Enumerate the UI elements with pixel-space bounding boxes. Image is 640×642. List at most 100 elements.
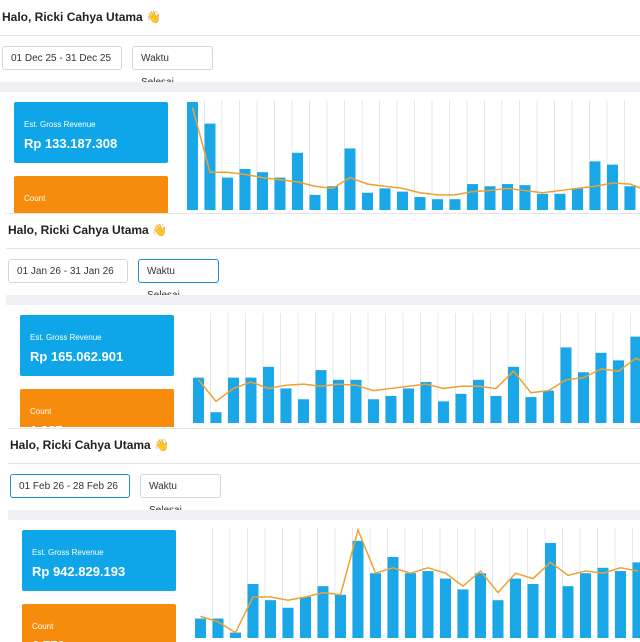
panel-border <box>8 428 640 429</box>
dashboard-panel: Halo, Ricki Cahya Utama 👋 01 Feb 26 - 28 … <box>8 428 640 642</box>
bar <box>248 584 259 638</box>
revenue-card: Est. Gross Revenue Rp 133.187.308 <box>14 102 168 163</box>
bar <box>580 573 591 638</box>
bar <box>537 194 548 210</box>
bar <box>545 543 556 638</box>
bar <box>615 571 626 638</box>
bar <box>555 194 566 210</box>
bar <box>310 195 321 210</box>
greeting: Halo, Ricki Cahya Utama 👋 <box>10 438 169 452</box>
bar <box>432 199 443 210</box>
bar <box>440 579 451 638</box>
count-card: Count 6.776 <box>22 604 176 642</box>
bar <box>563 586 574 638</box>
bar <box>458 589 469 638</box>
bar <box>386 396 397 423</box>
dashboard-panel: Halo, Ricki Cahya Utama 👋 01 Dec 25 - 31 … <box>0 0 640 214</box>
bar-line-chart <box>190 528 640 640</box>
dropdown[interactable]: Waktu Selesai <box>140 474 221 498</box>
revenue-card: Est. Gross Revenue Rp 942.829.193 <box>22 530 176 591</box>
date-range-picker[interactable]: 01 Jan 26 - 31 Jan 26 <box>8 259 128 283</box>
greeting: Halo, Ricki Cahya Utama 👋 <box>2 10 161 24</box>
bar <box>370 573 381 638</box>
date-range-picker[interactable]: 01 Dec 25 - 31 Dec 25 <box>2 46 122 70</box>
bar <box>316 370 327 423</box>
bar <box>275 178 286 210</box>
bar <box>397 192 408 210</box>
bar <box>475 573 486 638</box>
bar <box>415 197 426 210</box>
revenue-value: Rp 942.829.193 <box>32 564 125 579</box>
bar <box>450 199 461 210</box>
revenue-label: Est. Gross Revenue <box>24 120 96 129</box>
count-value: 6.776 <box>32 638 65 642</box>
bar <box>633 562 640 638</box>
bar <box>195 619 206 638</box>
divider <box>8 463 640 464</box>
bar <box>423 571 434 638</box>
count-card: Count 1.227 <box>20 389 174 427</box>
count-label: Count <box>32 622 53 631</box>
bar <box>625 186 636 210</box>
bar <box>335 595 346 638</box>
bar <box>222 178 233 210</box>
revenue-label: Est. Gross Revenue <box>30 333 102 342</box>
dashboard-panel: Halo, Ricki Cahya Utama 👋 01 Jan 26 - 31 … <box>6 213 640 427</box>
bar <box>456 394 467 423</box>
dropdown[interactable]: Waktu Selesai <box>138 259 219 283</box>
bar <box>510 579 521 638</box>
bar <box>607 165 618 210</box>
count-card: Count776 <box>14 176 168 214</box>
bar <box>403 388 414 423</box>
bar <box>300 597 311 638</box>
bar <box>362 193 373 210</box>
bar <box>333 380 344 423</box>
bar <box>421 382 432 423</box>
bar <box>493 600 504 638</box>
bar <box>543 391 554 423</box>
dropdown[interactable]: Waktu Selesai <box>132 46 213 70</box>
revenue-value: Rp 133.187.308 <box>24 136 117 151</box>
bar <box>561 347 572 423</box>
bar <box>265 600 276 638</box>
revenue-label: Est. Gross Revenue <box>32 548 104 557</box>
bar <box>631 337 640 423</box>
bar-line-chart <box>182 100 640 212</box>
count-label: Count <box>30 407 51 416</box>
revenue-card: Est. Gross Revenue Rp 165.062.901 <box>20 315 174 376</box>
bar <box>405 573 416 638</box>
bar <box>263 367 274 423</box>
bar <box>491 396 502 423</box>
bar <box>598 568 609 638</box>
count-label: Count <box>24 194 45 203</box>
bar <box>572 188 583 210</box>
bar <box>187 102 198 210</box>
bar <box>281 388 292 423</box>
bar <box>467 184 478 210</box>
bar <box>438 401 449 423</box>
bar <box>298 399 309 423</box>
bar-line-chart <box>188 313 640 425</box>
bar <box>228 378 239 423</box>
greeting: Halo, Ricki Cahya Utama 👋 <box>8 223 167 237</box>
bar <box>353 541 364 638</box>
bar <box>205 124 216 210</box>
panel-border <box>6 213 640 214</box>
bar <box>596 353 607 423</box>
bar <box>283 608 294 638</box>
bar <box>246 378 257 423</box>
bar <box>327 186 338 210</box>
bar <box>578 372 589 423</box>
date-range-picker[interactable]: 01 Feb 26 - 28 Feb 26 <box>10 474 130 498</box>
bar <box>520 185 531 210</box>
bar <box>528 584 539 638</box>
bar <box>613 360 624 423</box>
bar <box>380 188 391 210</box>
divider <box>6 248 640 249</box>
revenue-value: Rp 165.062.901 <box>30 349 123 364</box>
bar <box>368 399 379 423</box>
bar <box>526 397 537 423</box>
divider <box>0 35 640 36</box>
count-value: 1.227 <box>30 423 63 427</box>
